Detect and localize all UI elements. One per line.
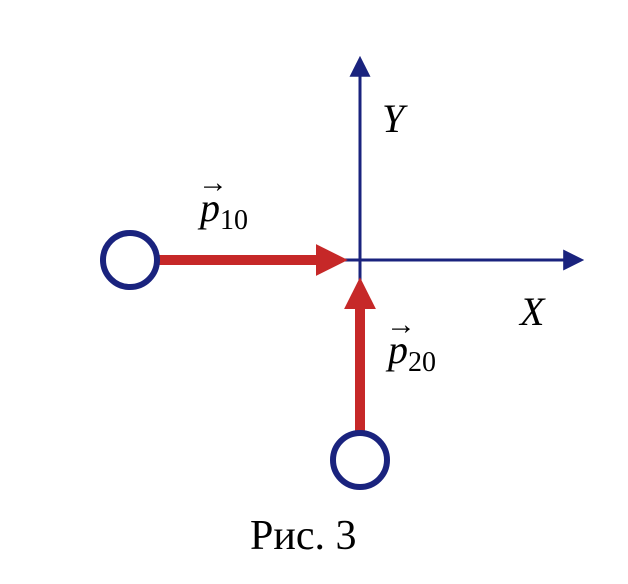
figure-caption-text: Рис. 3	[250, 513, 356, 559]
marker-2	[333, 433, 387, 487]
figure-caption: Рис. 3	[250, 512, 356, 560]
p10-subscript: 10	[220, 205, 248, 236]
x-axis-label: X	[520, 288, 544, 335]
y-axis-label: Y	[382, 95, 404, 142]
p20-subscript: 20	[408, 347, 436, 378]
vector-p10-label: → p 10	[200, 188, 248, 228]
diagram-canvas: Y X → p 10 → p 20 Рис. 3	[0, 0, 628, 584]
vector-p20-label: → p 20	[388, 330, 436, 370]
p20-symbol: → p	[388, 330, 408, 370]
x-axis-label-text: X	[520, 289, 544, 334]
marker-1	[103, 233, 157, 287]
p10-symbol: → p	[200, 188, 220, 228]
y-axis-label-text: Y	[382, 96, 404, 141]
